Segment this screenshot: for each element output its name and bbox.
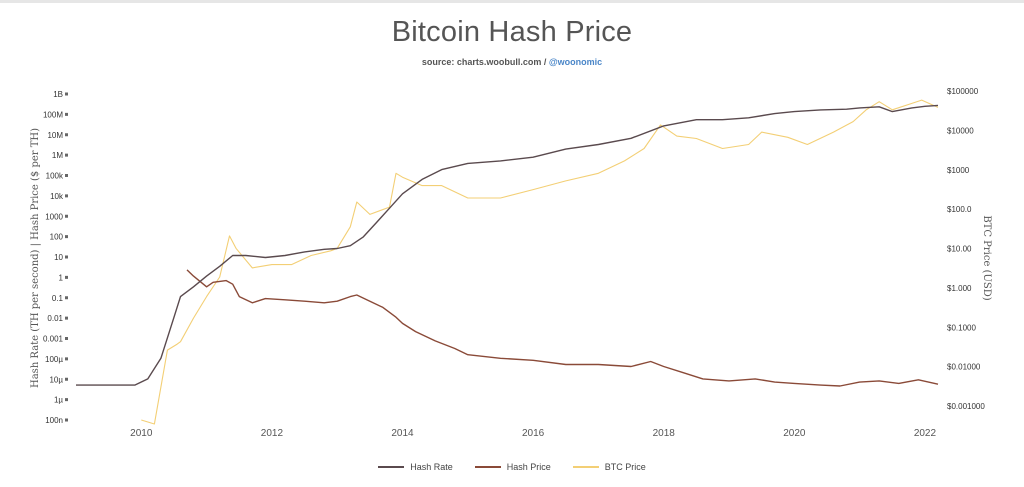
y-left-tick-label: 10	[54, 253, 63, 262]
y-left-tick-label: 1	[59, 273, 64, 282]
y-left-tick-mark	[65, 235, 68, 239]
x-tick-label: 2020	[783, 428, 806, 439]
series-layer	[76, 99, 939, 425]
legend-label: Hash Price	[506, 462, 551, 472]
source-prefix: source: charts.woobull.com /	[421, 57, 549, 67]
left-axis: 1B 100M 10M 1M 100k 10k 1000 100 10 1 0.1 0.01 0.001…	[43, 90, 68, 425]
right-axis: $100000 $10000 $1000 $100.0 $10.00 $1.000 $0.1…	[947, 87, 985, 411]
series-line-hash-price	[186, 269, 939, 387]
y-right-tick-label: $10.00	[947, 245, 972, 254]
legend-swatch	[572, 466, 599, 468]
y-left-tick-mark	[65, 357, 68, 361]
y-left-tick-label: 10M	[47, 131, 63, 140]
y-left-tick-mark	[65, 316, 68, 320]
legend-label: Hash Rate	[410, 462, 453, 472]
y-left-tick-mark	[65, 112, 68, 116]
legend-swatch	[474, 466, 501, 468]
chart-legend: Hash Rate Hash Price BTC Price	[0, 462, 1024, 472]
y-right-tick-label: $0.001000	[947, 402, 985, 411]
y-left-tick-label: 1000	[45, 212, 63, 221]
y-left-tick-mark	[65, 377, 68, 381]
y-left-tick-label: 0.01	[47, 314, 63, 323]
y-right-tick-label: $1.000	[947, 284, 972, 293]
y-right-tick-label: $100.0	[947, 205, 972, 214]
chart-source: source: charts.woobull.com / @woonomic	[0, 57, 1024, 67]
y-left-tick-label: 10k	[50, 192, 64, 201]
legend-item-hash-price[interactable]: Hash Price	[474, 462, 551, 472]
y-left-tick-mark	[65, 174, 68, 177]
x-tick-label: 2018	[653, 428, 676, 439]
y-left-tick-mark	[65, 255, 68, 259]
y-left-tick-label: 100n	[45, 416, 63, 425]
y-left-tick-mark	[65, 153, 68, 157]
y-left-tick-label: 1M	[52, 151, 63, 160]
x-axis: 2010 2012 2014 2016 2018 2020 2022	[130, 428, 936, 439]
source-handle-link[interactable]: @woonomic	[548, 57, 603, 67]
y-left-tick-label: 0.001	[43, 335, 64, 344]
y-left-tick-mark	[65, 214, 68, 218]
x-tick-label: 2012	[261, 428, 284, 439]
y-left-tick-label: 100k	[46, 172, 64, 181]
y-left-tick-mark	[65, 92, 68, 96]
y-left-tick-label: 1µ	[54, 396, 63, 405]
legend-swatch	[378, 466, 405, 468]
y-left-tick-label: 100µ	[45, 355, 63, 364]
y-left-tick-label: 0.1	[52, 294, 64, 303]
series-line-btc-price	[141, 99, 939, 425]
y-left-tick-mark	[65, 418, 68, 422]
y-left-tick-mark	[65, 296, 68, 300]
x-tick-label: 2016	[522, 428, 545, 439]
chart-title: Bitcoin Hash Price	[391, 16, 633, 48]
x-tick-label: 2022	[914, 428, 937, 439]
y-left-tick-mark	[65, 133, 68, 137]
legend-item-hash-rate[interactable]: Hash Rate	[378, 462, 453, 472]
y-right-tick-label: $10000	[947, 126, 974, 135]
y-right-tick-label: $0.01000	[947, 363, 981, 372]
y-left-tick-label: 100	[50, 233, 64, 242]
y-left-axis-title: Hash Rate (TH per second) | Hash Price (…	[30, 128, 41, 388]
y-left-tick-mark	[65, 337, 68, 340]
legend-label: BTC Price	[604, 462, 646, 472]
y-left-tick-label: 100M	[43, 110, 63, 119]
top-border	[0, 0, 1024, 3]
y-left-tick-mark	[65, 398, 68, 402]
y-left-tick-label: 10µ	[49, 375, 63, 384]
y-left-tick-mark	[65, 275, 68, 279]
y-right-tick-label: $0.1000	[947, 323, 976, 332]
legend-item-btc-price[interactable]: BTC Price	[572, 462, 646, 472]
y-left-tick-mark	[65, 194, 68, 198]
y-right-tick-label: $100000	[947, 87, 979, 96]
series-line-hash-rate	[76, 104, 939, 386]
x-tick-label: 2010	[130, 428, 153, 439]
y-right-axis-title: BTC Price (USD)	[981, 215, 992, 300]
x-tick-label: 2014	[391, 428, 414, 439]
y-right-tick-label: $1000	[947, 166, 970, 175]
y-left-tick-label: 1B	[53, 90, 63, 99]
